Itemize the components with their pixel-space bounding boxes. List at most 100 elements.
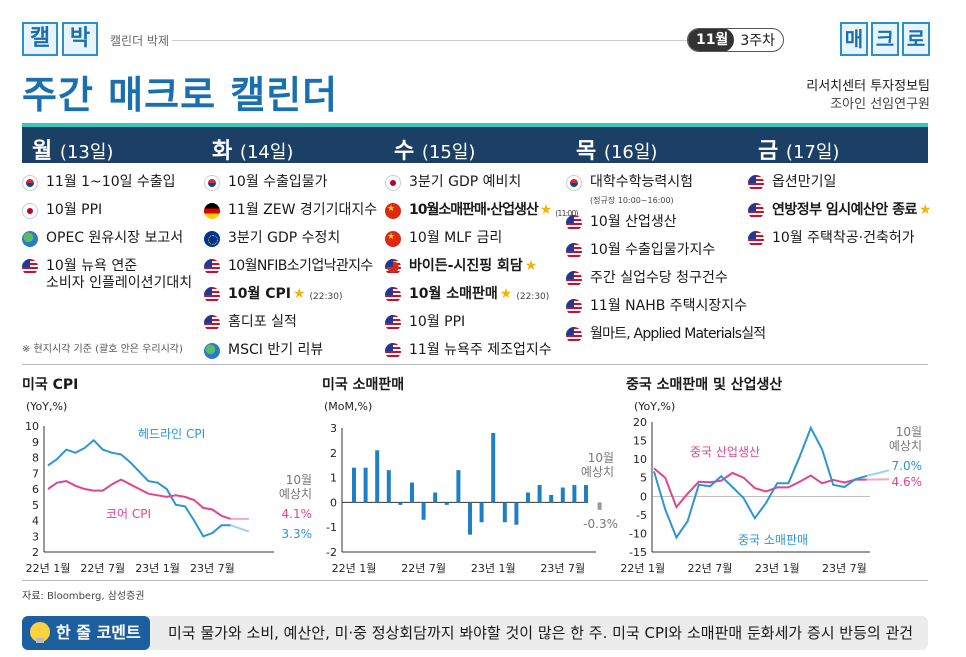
us-flag-icon: [566, 243, 582, 259]
event-item: 10월 소매판매 ★ (22:30): [385, 286, 549, 306]
x-tick-label: 22년 1월: [332, 562, 377, 575]
day-header-wed: 수 (15일): [394, 139, 476, 164]
retail-sales-bar: [375, 450, 380, 503]
event-item: 홈디포 실적: [204, 314, 297, 331]
event-item: 10월NFIB소기업낙관지수: [204, 258, 373, 275]
event-item: 11월 뉴욕주 제조업지수: [385, 342, 552, 359]
event-item: 10월 PPI: [22, 202, 102, 219]
author-team: 리서치센터 투자정보팀: [806, 79, 930, 94]
x-tick-label: 23년 1월: [135, 562, 180, 575]
event-item: 3분기 GDP 수정치: [204, 230, 340, 247]
source-note: 자료: Bloomberg, 삼성증권: [22, 591, 145, 602]
macro-char: 매: [840, 22, 868, 56]
logo-subtitle: 캘린더 박제: [110, 34, 170, 48]
forecast-label: 10월: [588, 451, 614, 465]
headline-forecast-line: [230, 524, 250, 533]
industrial-production-line: [653, 467, 867, 510]
retail-sales-bar: [456, 470, 461, 503]
top-bar: 캘 박 캘린더 박제 11월 3주차 매 크 로: [22, 22, 930, 58]
x-tick-label: 23년 1월: [755, 562, 800, 575]
y-tick-label: -5: [636, 509, 647, 522]
y-tick-label: 0: [330, 496, 337, 509]
us-flag-icon: [748, 203, 764, 219]
x-tick-label: 23년 7월: [540, 562, 585, 575]
retail-sales-bar: [398, 502, 403, 505]
page-title: 주간 매크로 캘린더: [22, 73, 339, 117]
event-item: 옵션만기일: [748, 174, 836, 191]
x-tick-label: 23년 7월: [822, 562, 867, 575]
logo-char: 박: [62, 22, 98, 56]
y-tick-label: 10: [633, 453, 647, 466]
day-header-thu: 목 (16일): [576, 139, 658, 164]
y-tick-label: 4: [32, 515, 39, 528]
us-flag-icon: [566, 271, 582, 287]
divider: [172, 40, 724, 41]
divider: [22, 580, 928, 581]
retail-sales-bar: [549, 494, 554, 503]
y-tick-label: 10: [25, 420, 39, 433]
globe-icon: [204, 343, 220, 359]
y-tick-label: 1: [330, 472, 337, 485]
us-flag-icon: [566, 299, 582, 315]
y-tick-label: 15: [633, 435, 647, 448]
retail-forecast-line: [866, 469, 890, 477]
retail-sales-bar: [410, 482, 414, 503]
korea-flag-icon: [566, 175, 582, 191]
star-icon: ★: [918, 202, 932, 218]
core-cpi-line: [47, 478, 231, 520]
event-item: 10월 MLF 금리: [385, 230, 502, 247]
day-header-mon: 월 (13일): [32, 139, 114, 164]
y-tick-label: 0: [640, 490, 647, 503]
forecast-label: 10월: [896, 425, 922, 439]
retail-sales-bar: [421, 502, 426, 520]
day-header-fri: 금 (17일): [758, 139, 840, 164]
comment-label: 한 줄 코멘트: [22, 616, 150, 650]
japan-flag-icon: [22, 203, 38, 219]
us-flag-icon: [748, 175, 764, 191]
y-axis-label: (MoM,%): [324, 400, 372, 413]
series-label: 중국 소매판매: [738, 533, 808, 547]
y-tick-label: 5: [32, 499, 39, 512]
event-item: 10월 뉴욕 연준 소비자 인플레이션기대치: [22, 258, 192, 292]
x-tick-label: 22년 7월: [401, 562, 446, 575]
y-tick-label: 7: [32, 467, 39, 480]
y-tick-label: -2: [326, 546, 337, 559]
forecast-value: 3.3%: [282, 527, 313, 541]
event-item: 10월 주택착공·건축허가: [748, 230, 915, 247]
y-tick-label: -15: [629, 546, 647, 559]
retail-sales-bar: [468, 502, 472, 535]
event-item: 주간 실업수당 청구건수: [566, 270, 728, 287]
x-tick-label: 22년 1월: [620, 562, 665, 575]
event-item: 바이든-시진핑 회담 ★: [385, 258, 537, 275]
retail-sales-bar: [514, 502, 519, 525]
lightbulb-icon: [30, 622, 50, 643]
y-axis-label: (YoY,%): [634, 400, 675, 413]
star-icon: ★: [524, 258, 538, 274]
forecast-value: -0.3%: [583, 517, 618, 531]
us-flag-icon: [385, 343, 401, 359]
y-tick-label: 2: [330, 447, 337, 460]
retail-sales-line: [653, 425, 868, 540]
y-tick-label: 3: [330, 422, 337, 435]
korea-flag-icon: [22, 175, 38, 191]
retail-sales-bar: [491, 432, 496, 503]
us-flag-icon: [22, 259, 38, 275]
us-flag-icon: [204, 287, 220, 303]
china-flag-icon: [385, 203, 401, 219]
chart-title: 중국 소매판매 및 산업생산: [626, 377, 783, 393]
star-icon: ★: [292, 286, 306, 302]
china-retail-industrial-chart: -15 -10 -5 0 5 10 15 20 (YoY,%) 22년 1월 22년 7월 23년 1…: [620, 400, 923, 575]
retail-sales-bar: [444, 502, 449, 505]
retail-sales-bar: [363, 467, 368, 503]
y-tick-label: 6: [32, 483, 39, 496]
event-item: 10월소매판매·산업생산★(11:00): [385, 202, 579, 222]
comment-text: 미국 물가와 소비, 예산안, 미·중 정상회담까지 봐야할 것이 많은 한 주…: [168, 624, 914, 642]
forecast-label: 10월: [286, 473, 312, 487]
logo: 캘 박: [22, 22, 98, 56]
forecast-value: 4.6%: [892, 475, 923, 489]
retail-sales-bar: [386, 470, 391, 503]
event-item: 11월 1~10일 수출입: [22, 174, 176, 191]
us-flag-icon: [204, 259, 220, 275]
macro-char: 크: [871, 22, 899, 56]
month-label: 11월: [687, 29, 735, 51]
